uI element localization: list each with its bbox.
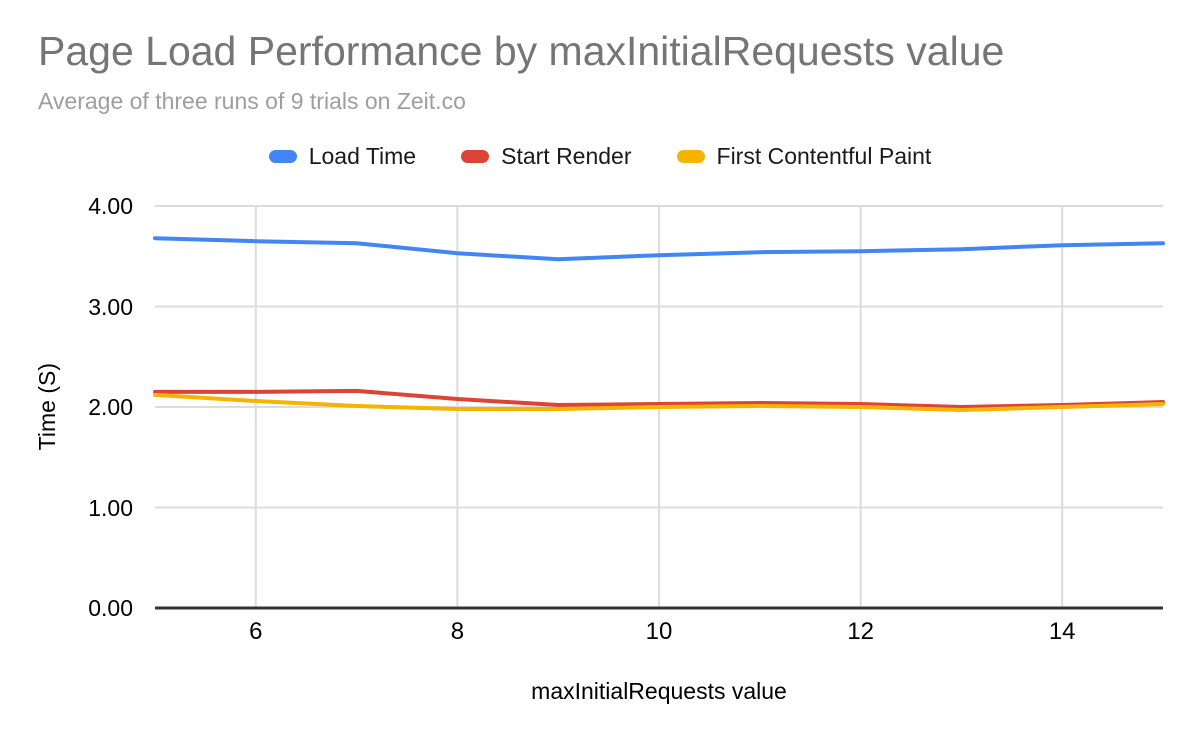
legend-label: Load Time xyxy=(308,143,417,169)
x-axis-title: maxInitialRequests value xyxy=(531,678,787,704)
legend-swatch-icon xyxy=(676,150,705,163)
series-line-first-contentful-paint xyxy=(153,392,1165,412)
legend-item-load-time: Load Time xyxy=(268,143,417,170)
legend: Load Time Start Render First Contentful Pa… xyxy=(0,143,1200,170)
x-tick-label-8: 8 xyxy=(450,618,465,645)
chart-title: Page Load Performance by maxInitialReque… xyxy=(38,28,1005,74)
series-line-load-time xyxy=(153,236,1165,262)
x-tick-label-12: 12 xyxy=(847,618,874,645)
x-tick-label-14: 14 xyxy=(1048,618,1076,645)
legend-item-first-contentful-paint: First Contentful Paint xyxy=(676,143,932,170)
y-tick-label-3.00: 3.00 xyxy=(88,293,133,320)
legend-swatch-icon xyxy=(268,150,297,163)
chart-subtitle: Average of three runs of 9 trials on Zei… xyxy=(38,88,466,114)
legend-label: First Contentful Paint xyxy=(716,143,932,169)
x-tick-label-10: 10 xyxy=(645,618,673,645)
y-tick-label-1.00: 1.00 xyxy=(88,494,133,521)
y-tick-label-4.00: 4.00 xyxy=(88,193,133,219)
legend-label: Start Render xyxy=(501,143,632,169)
y-tick-label-2.00: 2.00 xyxy=(88,394,133,420)
y-tick-label-0.00: 0.00 xyxy=(88,595,133,621)
series-line-start-render xyxy=(153,388,1165,409)
legend-swatch-icon xyxy=(461,150,490,163)
legend-item-start-render: Start Render xyxy=(461,143,632,170)
x-tick-label-6: 6 xyxy=(249,618,263,645)
